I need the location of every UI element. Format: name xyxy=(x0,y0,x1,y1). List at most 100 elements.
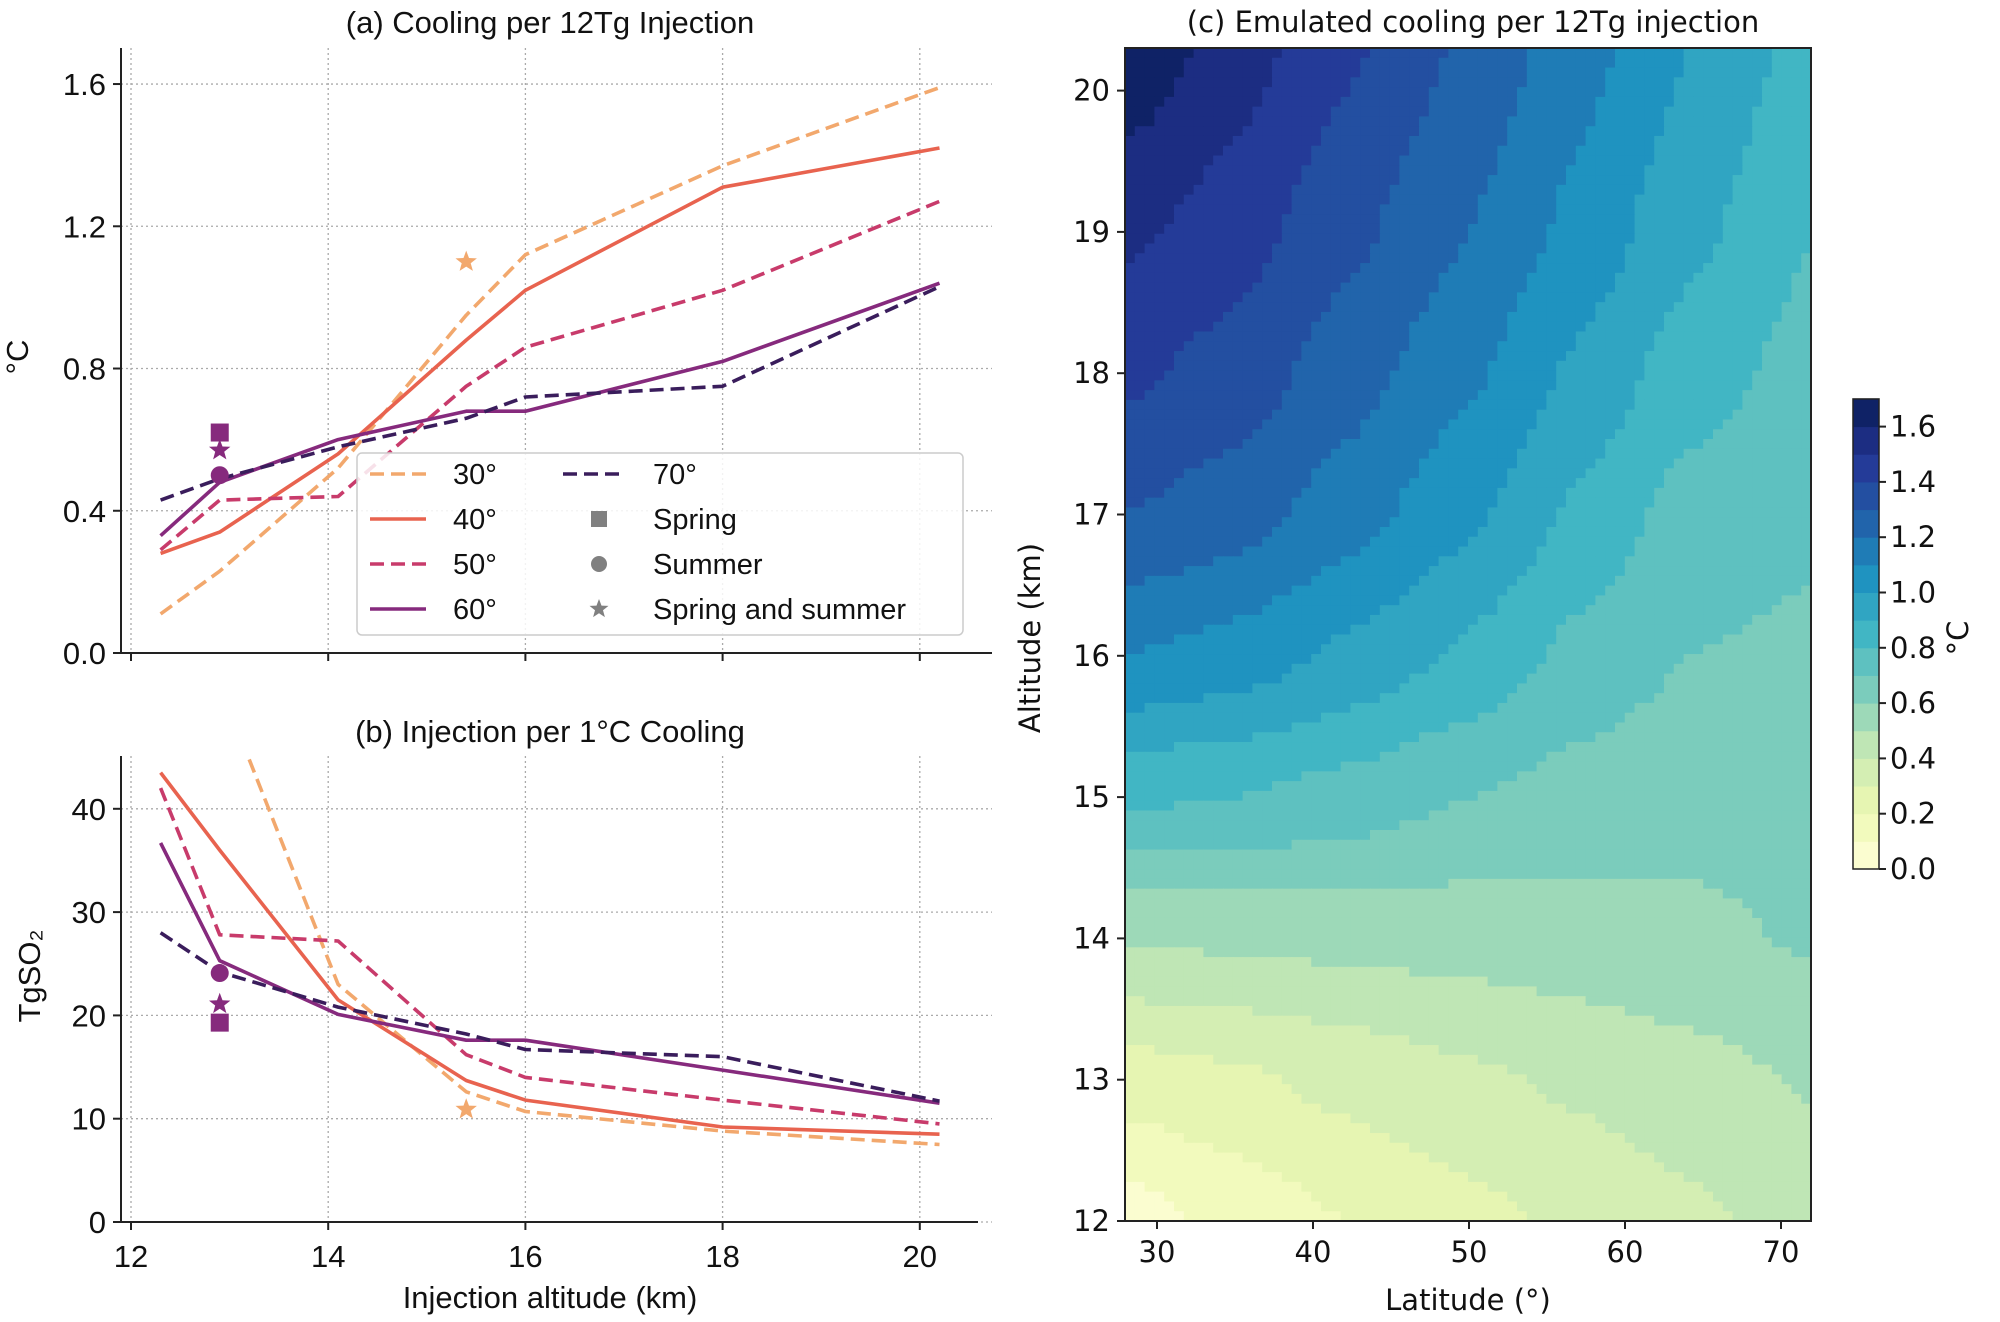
contour-cell xyxy=(1771,478,1783,489)
contour-cell xyxy=(1301,624,1312,636)
contour-cell xyxy=(1174,605,1185,616)
contour-cell xyxy=(1477,282,1489,293)
contour-cell xyxy=(1615,57,1626,69)
contour-cell xyxy=(1291,311,1302,323)
contour-cell xyxy=(1752,487,1763,499)
contour-cell xyxy=(1379,331,1391,342)
contour-cell xyxy=(1379,204,1391,215)
contour-cell xyxy=(1634,272,1645,284)
contour-cell xyxy=(1713,478,1724,489)
contour-cell xyxy=(1203,722,1214,733)
contour-cell xyxy=(1340,399,1351,411)
contour-cell xyxy=(1360,48,1371,59)
contour-cell xyxy=(1174,77,1185,88)
contour-cell xyxy=(1458,507,1469,518)
contour-cell xyxy=(1742,673,1753,684)
contour-cell xyxy=(1301,135,1312,147)
contour-cell xyxy=(1771,243,1783,254)
contour-cell xyxy=(1330,683,1342,694)
contour-cell xyxy=(1438,644,1449,655)
contour-cell xyxy=(1448,253,1459,264)
contour-cell xyxy=(1272,624,1283,636)
contour-cell xyxy=(1683,644,1694,655)
contour-cell xyxy=(1154,263,1165,274)
contour-cell xyxy=(1654,380,1665,391)
contour-cell xyxy=(1291,673,1302,684)
contour-cell xyxy=(1291,517,1302,528)
contour-cell xyxy=(1438,683,1449,694)
contour-cell xyxy=(1654,311,1665,323)
contour-cell xyxy=(1419,487,1430,499)
contour-cell xyxy=(1183,263,1195,274)
contour-cell xyxy=(1556,223,1567,235)
contour-cell xyxy=(1605,223,1616,235)
contour-cell xyxy=(1497,585,1508,597)
contour-cell xyxy=(1262,702,1273,714)
contour-cell xyxy=(1605,693,1616,704)
contour-cell xyxy=(1771,419,1783,430)
contour-cell xyxy=(1438,341,1449,352)
contour-cell xyxy=(1615,526,1626,538)
contour-cell xyxy=(1536,556,1547,567)
contour-cell xyxy=(1517,311,1528,323)
contour-cell xyxy=(1134,302,1146,313)
contour-cell xyxy=(1507,282,1518,293)
contour-cell xyxy=(1389,409,1400,421)
contour-cell xyxy=(1252,722,1263,733)
contour-cell xyxy=(1566,556,1577,567)
contour-cell xyxy=(1517,233,1528,245)
contour-cell xyxy=(1311,321,1322,333)
contour-cell xyxy=(1399,380,1410,391)
contour-cell xyxy=(1664,204,1675,215)
contour-cell xyxy=(1242,663,1253,675)
contour-cell xyxy=(1487,654,1498,665)
contour-cell xyxy=(1389,135,1400,147)
contour-cell xyxy=(1379,214,1391,225)
contour-cell xyxy=(1791,468,1802,479)
contour-cell xyxy=(1536,360,1547,372)
contour-cell xyxy=(1370,263,1381,274)
contour-cell xyxy=(1585,175,1596,186)
contour-cell xyxy=(1654,546,1665,557)
contour-cell xyxy=(1232,223,1244,235)
contour-cell xyxy=(1683,497,1694,509)
contour-cell xyxy=(1321,135,1332,147)
contour-cell xyxy=(1321,233,1332,245)
contour-cell xyxy=(1791,292,1802,303)
circle-marker xyxy=(210,466,229,485)
contour-cell xyxy=(1477,654,1489,665)
contour-cell xyxy=(1801,48,1811,59)
contour-cell xyxy=(1399,272,1410,284)
contour-cell xyxy=(1595,214,1606,225)
contour-cell xyxy=(1752,634,1763,645)
contour-cell xyxy=(1164,155,1175,166)
contour-cell xyxy=(1762,390,1773,401)
contour-cell xyxy=(1722,585,1734,597)
contour-cell xyxy=(1409,595,1420,606)
contour-cell xyxy=(1409,253,1420,264)
contour-cell xyxy=(1232,683,1244,694)
contour-cell xyxy=(1448,311,1459,323)
contour-cell xyxy=(1781,272,1792,284)
contour-cell xyxy=(1399,624,1410,636)
contour-cell xyxy=(1624,263,1636,274)
contour-cell xyxy=(1546,546,1557,557)
contour-cell xyxy=(1507,351,1518,362)
contour-cell xyxy=(1311,351,1322,362)
contour-cell xyxy=(1252,663,1263,675)
contour-cell xyxy=(1673,48,1685,59)
contour-cell xyxy=(1615,390,1626,401)
contour-cell xyxy=(1517,683,1528,694)
contour-cell xyxy=(1644,253,1655,264)
contour-cell xyxy=(1742,448,1753,460)
contour-cell xyxy=(1624,282,1636,293)
contour-cell xyxy=(1742,341,1753,352)
contour-cell xyxy=(1477,487,1489,499)
contour-cell xyxy=(1311,370,1322,381)
contour-cell xyxy=(1379,370,1391,381)
contour-cell xyxy=(1144,204,1155,215)
contour-cell xyxy=(1801,624,1811,636)
contour-cell xyxy=(1399,263,1410,274)
contour-cell xyxy=(1448,321,1459,333)
contour-cell xyxy=(1291,419,1302,430)
